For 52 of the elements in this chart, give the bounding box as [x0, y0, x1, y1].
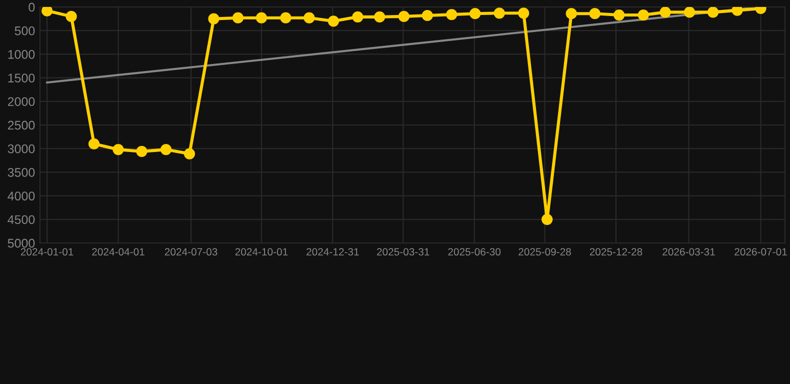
y-tick-label: 1500	[8, 74, 35, 82]
y-tick-label: 4500	[8, 215, 35, 224]
point	[136, 146, 148, 157]
point	[638, 9, 649, 21]
point	[660, 7, 671, 18]
y-tick-label: 500	[14, 26, 35, 36]
point	[280, 12, 292, 24]
point	[542, 214, 553, 225]
point	[328, 16, 340, 27]
x-tick-label: 2025-09-28	[518, 248, 571, 256]
point	[732, 7, 743, 16]
point	[256, 12, 268, 24]
y-tick-label: 5000	[8, 238, 35, 248]
x-tick-label: 2024-10-01	[235, 248, 288, 256]
point	[422, 10, 433, 22]
x-tick-label: 2024-07-03	[164, 248, 218, 256]
point	[41, 7, 53, 16]
point	[614, 9, 625, 21]
point	[707, 7, 719, 18]
point	[88, 138, 100, 150]
point	[566, 8, 577, 20]
point	[470, 8, 481, 20]
point	[184, 148, 196, 160]
y-tick-label: 3000	[8, 144, 35, 154]
point	[398, 10, 410, 22]
y-tick-label: 1000	[8, 50, 35, 59]
y-tick-label: 4000	[8, 192, 35, 200]
y-tick-label: 3500	[8, 168, 35, 177]
x-tick-label: 2025-12-28	[590, 248, 642, 256]
point	[352, 11, 364, 22]
point	[160, 144, 172, 156]
x-tick-label: 2024-01-01	[20, 248, 74, 256]
point	[208, 13, 220, 24]
y-tick-label: 0	[28, 2, 35, 12]
x-tick-label: 2024-12-31	[306, 248, 359, 256]
point	[66, 10, 77, 22]
point	[112, 144, 124, 156]
point	[304, 12, 315, 24]
y-tick-label: 2500	[8, 120, 35, 130]
point	[446, 8, 458, 20]
x-tick-label: 2026-03-31	[662, 248, 715, 256]
point	[374, 11, 386, 22]
x-tick-label: 2025-06-30	[448, 248, 501, 256]
point	[518, 8, 530, 19]
point	[232, 12, 244, 24]
x-tick-label: 2025-03-31	[376, 248, 430, 256]
point	[684, 7, 696, 18]
y-tick-label: 2000	[8, 97, 35, 106]
point	[589, 8, 600, 20]
point	[494, 8, 505, 19]
x-tick-label: 2024-04-01	[92, 248, 144, 256]
x-tick-label: 2026-07-01	[734, 248, 787, 256]
